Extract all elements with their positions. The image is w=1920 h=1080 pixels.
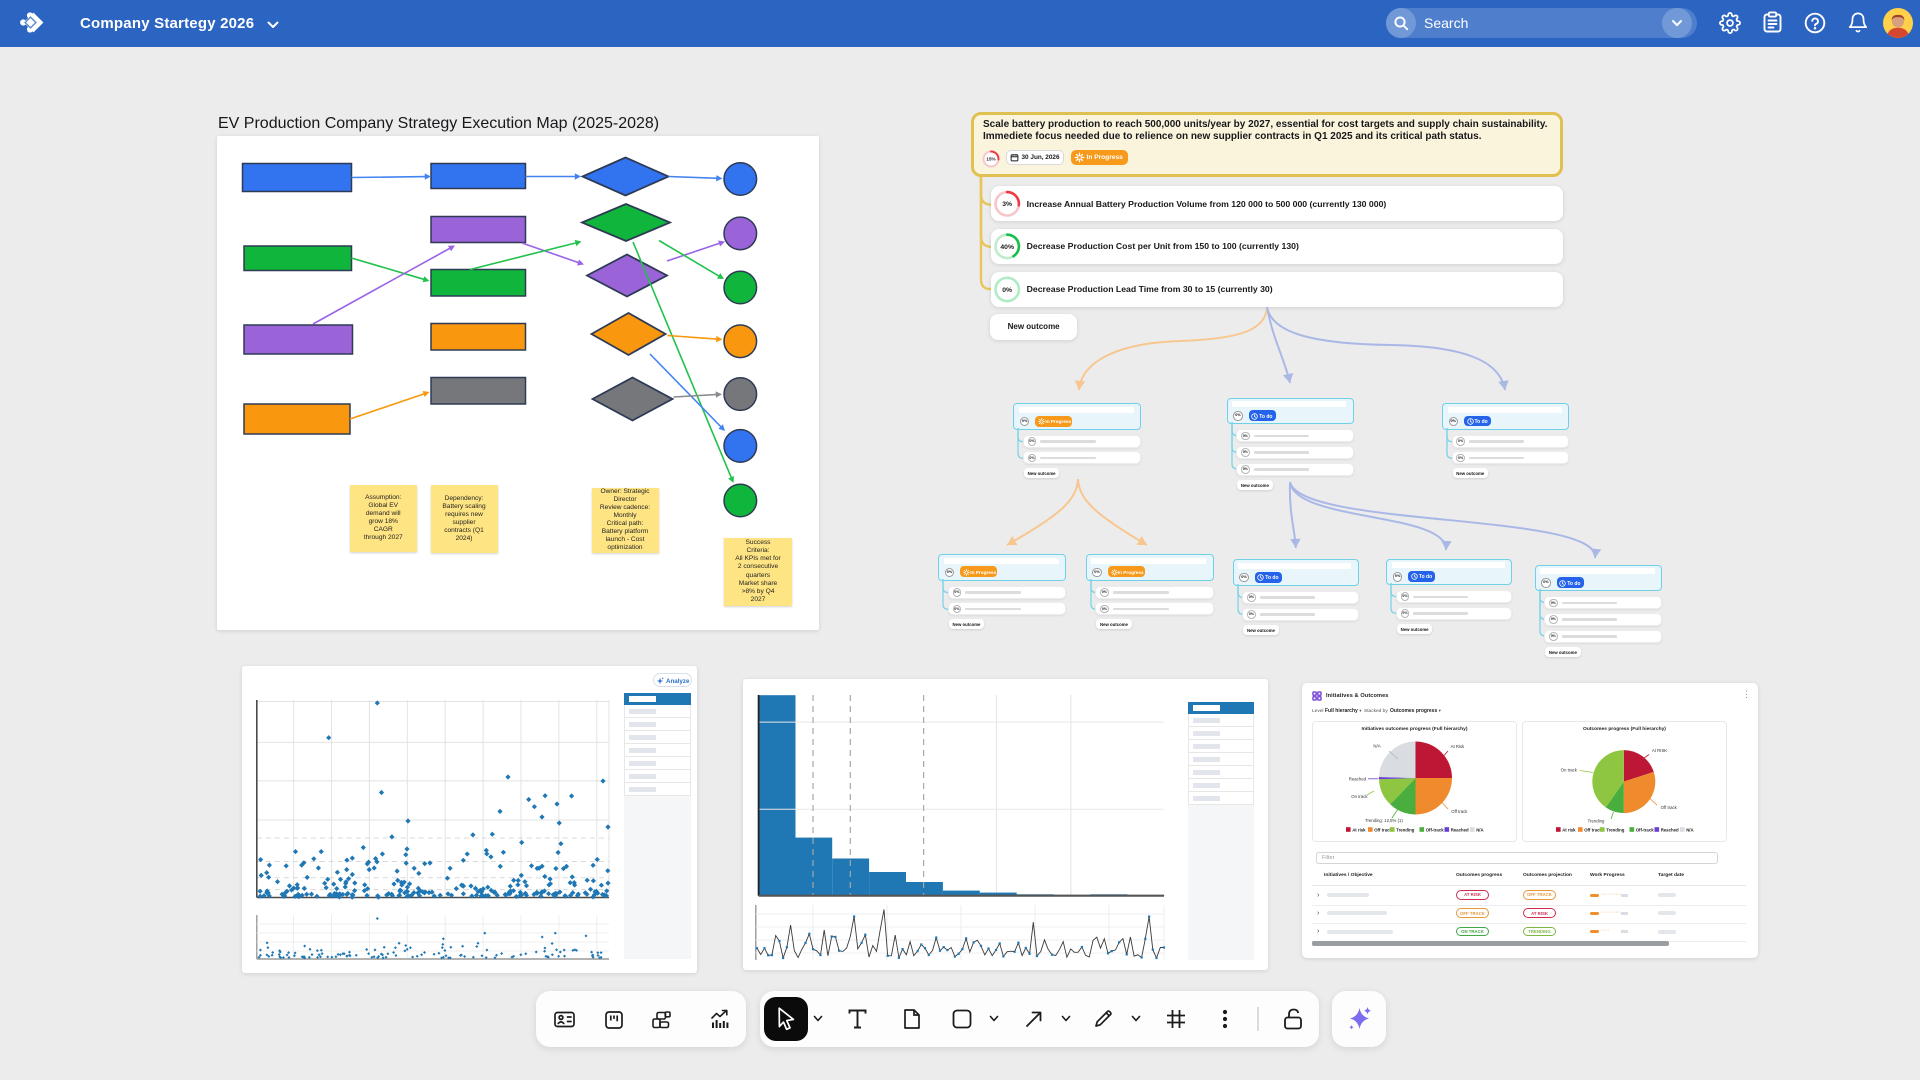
svg-text:N/A: N/A xyxy=(1686,827,1693,832)
svg-text:At risk: At risk xyxy=(1352,827,1366,832)
svg-text:At RISK: At RISK xyxy=(1652,748,1667,753)
svg-text:Off track: Off track xyxy=(1451,809,1468,814)
svg-text:Reached: Reached xyxy=(1349,776,1367,781)
svg-text:3%: 3% xyxy=(1002,201,1012,208)
svg-text:0%: 0% xyxy=(1002,287,1012,294)
svg-text:On track: On track xyxy=(1561,768,1578,773)
svg-text:At risk: At risk xyxy=(1562,827,1576,832)
svg-text:Reached: Reached xyxy=(1661,827,1679,832)
svg-text:Off track: Off track xyxy=(1661,805,1678,810)
svg-text:Off-track: Off-track xyxy=(1636,827,1655,832)
svg-text:Trending: Trending xyxy=(1588,819,1605,824)
svg-text:40%: 40% xyxy=(1000,244,1014,251)
svg-text:N/A: N/A xyxy=(1476,827,1483,832)
svg-text:Off track: Off track xyxy=(1374,827,1392,832)
svg-text:Off-track: Off-track xyxy=(1426,827,1445,832)
svg-text:On track: On track xyxy=(1351,794,1368,799)
svg-text:N/A: N/A xyxy=(1373,744,1380,749)
svg-text:Trending: 12,5% (1): Trending: 12,5% (1) xyxy=(1365,818,1403,823)
svg-text:15%: 15% xyxy=(986,157,995,162)
svg-text:At Risk: At Risk xyxy=(1451,744,1465,749)
svg-text:Off track: Off track xyxy=(1584,827,1602,832)
svg-text:Trending: Trending xyxy=(1606,827,1625,832)
svg-text:Reached: Reached xyxy=(1451,827,1469,832)
svg-text:Trending: Trending xyxy=(1396,827,1415,832)
